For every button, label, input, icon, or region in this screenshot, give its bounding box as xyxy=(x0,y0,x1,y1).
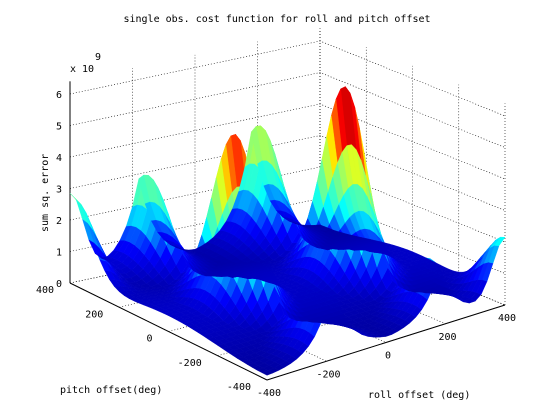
grid-line xyxy=(69,72,506,148)
cost-surface xyxy=(69,85,506,376)
grid-line xyxy=(69,103,506,180)
x-tick-label: 0 xyxy=(385,351,391,362)
y-tick-label: -200 xyxy=(178,358,202,369)
z-tick-label: 2 xyxy=(56,216,62,227)
surface-patch xyxy=(313,224,325,228)
x-tick-label: -400 xyxy=(257,388,281,399)
x-tick-label: -200 xyxy=(316,369,340,380)
z-tick-label: 3 xyxy=(56,185,62,196)
z-exponent-label: x 10 xyxy=(70,64,94,75)
x-tick-label: 200 xyxy=(438,332,456,343)
z-tick-label: 5 xyxy=(56,122,62,133)
z-tick-label: 6 xyxy=(56,90,62,101)
z-tick-label: 0 xyxy=(56,279,62,290)
tick-labels: 0 1 2 3 4 5 6 -400 -200 0 200 400 -400 -200 0 200 400 xyxy=(36,90,516,399)
surface-patch xyxy=(75,199,88,224)
y-tick-label: -400 xyxy=(227,382,251,393)
y-axis-label: pitch offset(deg) xyxy=(60,385,162,396)
x-axis-label: roll offset (deg) xyxy=(368,390,470,401)
z-tick-label: 1 xyxy=(56,248,62,259)
x-axis-line xyxy=(266,304,506,381)
y-axis-line xyxy=(69,282,268,381)
y-tick-label: 400 xyxy=(36,285,54,296)
grid-line xyxy=(69,166,506,243)
grid-line xyxy=(69,40,506,117)
x-tick-label: 400 xyxy=(498,313,516,324)
z-axis-label: sum sq. error xyxy=(40,154,51,232)
y-tick-label: 200 xyxy=(85,309,103,320)
chart-title: single obs. cost function for roll and p… xyxy=(123,14,430,25)
z-tick-label: 4 xyxy=(56,153,62,164)
grid-line xyxy=(69,135,506,211)
y-tick-label: 0 xyxy=(146,334,152,345)
z-exponent-value: 9 xyxy=(95,52,101,63)
